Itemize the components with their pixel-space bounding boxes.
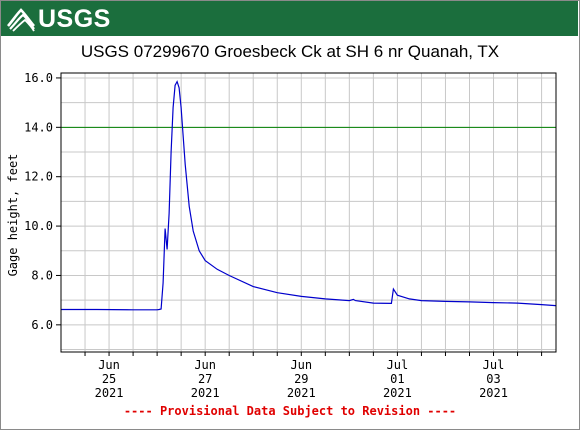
x-tick-label: 2021 <box>383 386 412 400</box>
provisional-notice: ---- Provisional Data Subject to Revisio… <box>123 404 457 418</box>
usgs-wave-icon <box>7 6 35 32</box>
x-tick-label: 2021 <box>191 386 220 400</box>
x-tick-label: Jul <box>483 358 505 372</box>
usgs-logo: USGS <box>7 5 111 33</box>
y-tick-label: 8.0 <box>31 268 53 282</box>
y-tick-label: 14.0 <box>24 120 53 134</box>
x-tick-label: 2021 <box>287 386 316 400</box>
x-tick-label: 25 <box>102 372 116 386</box>
y-tick-label: 12.0 <box>24 170 53 184</box>
plot-border <box>60 72 557 353</box>
x-tick-label: Jun <box>98 358 120 372</box>
x-tick-label: Jul <box>387 358 409 372</box>
x-tick-label: 01 <box>390 372 404 386</box>
chart-title: USGS 07299670 Groesbeck Ck at SH 6 nr Qu… <box>80 42 500 61</box>
x-tick-label: 2021 <box>479 386 508 400</box>
y-tick-label: 16.0 <box>24 71 53 85</box>
y-tick-label: 6.0 <box>31 318 53 332</box>
plot-background <box>61 73 556 352</box>
usgs-logo-text: USGS <box>38 4 111 33</box>
x-tick-label: 03 <box>486 372 500 386</box>
y-tick-label: 10.0 <box>24 219 53 233</box>
x-tick-label: 2021 <box>95 386 124 400</box>
x-tick-label: 27 <box>198 372 212 386</box>
x-tick-label: 29 <box>294 372 308 386</box>
x-tick-label: Jun <box>194 358 216 372</box>
gage-height-line <box>61 80 556 311</box>
x-tick-label: Jun <box>290 358 312 372</box>
y-axis-title: Gage height, feet <box>6 153 20 277</box>
usgs-banner: USGS <box>1 1 578 36</box>
